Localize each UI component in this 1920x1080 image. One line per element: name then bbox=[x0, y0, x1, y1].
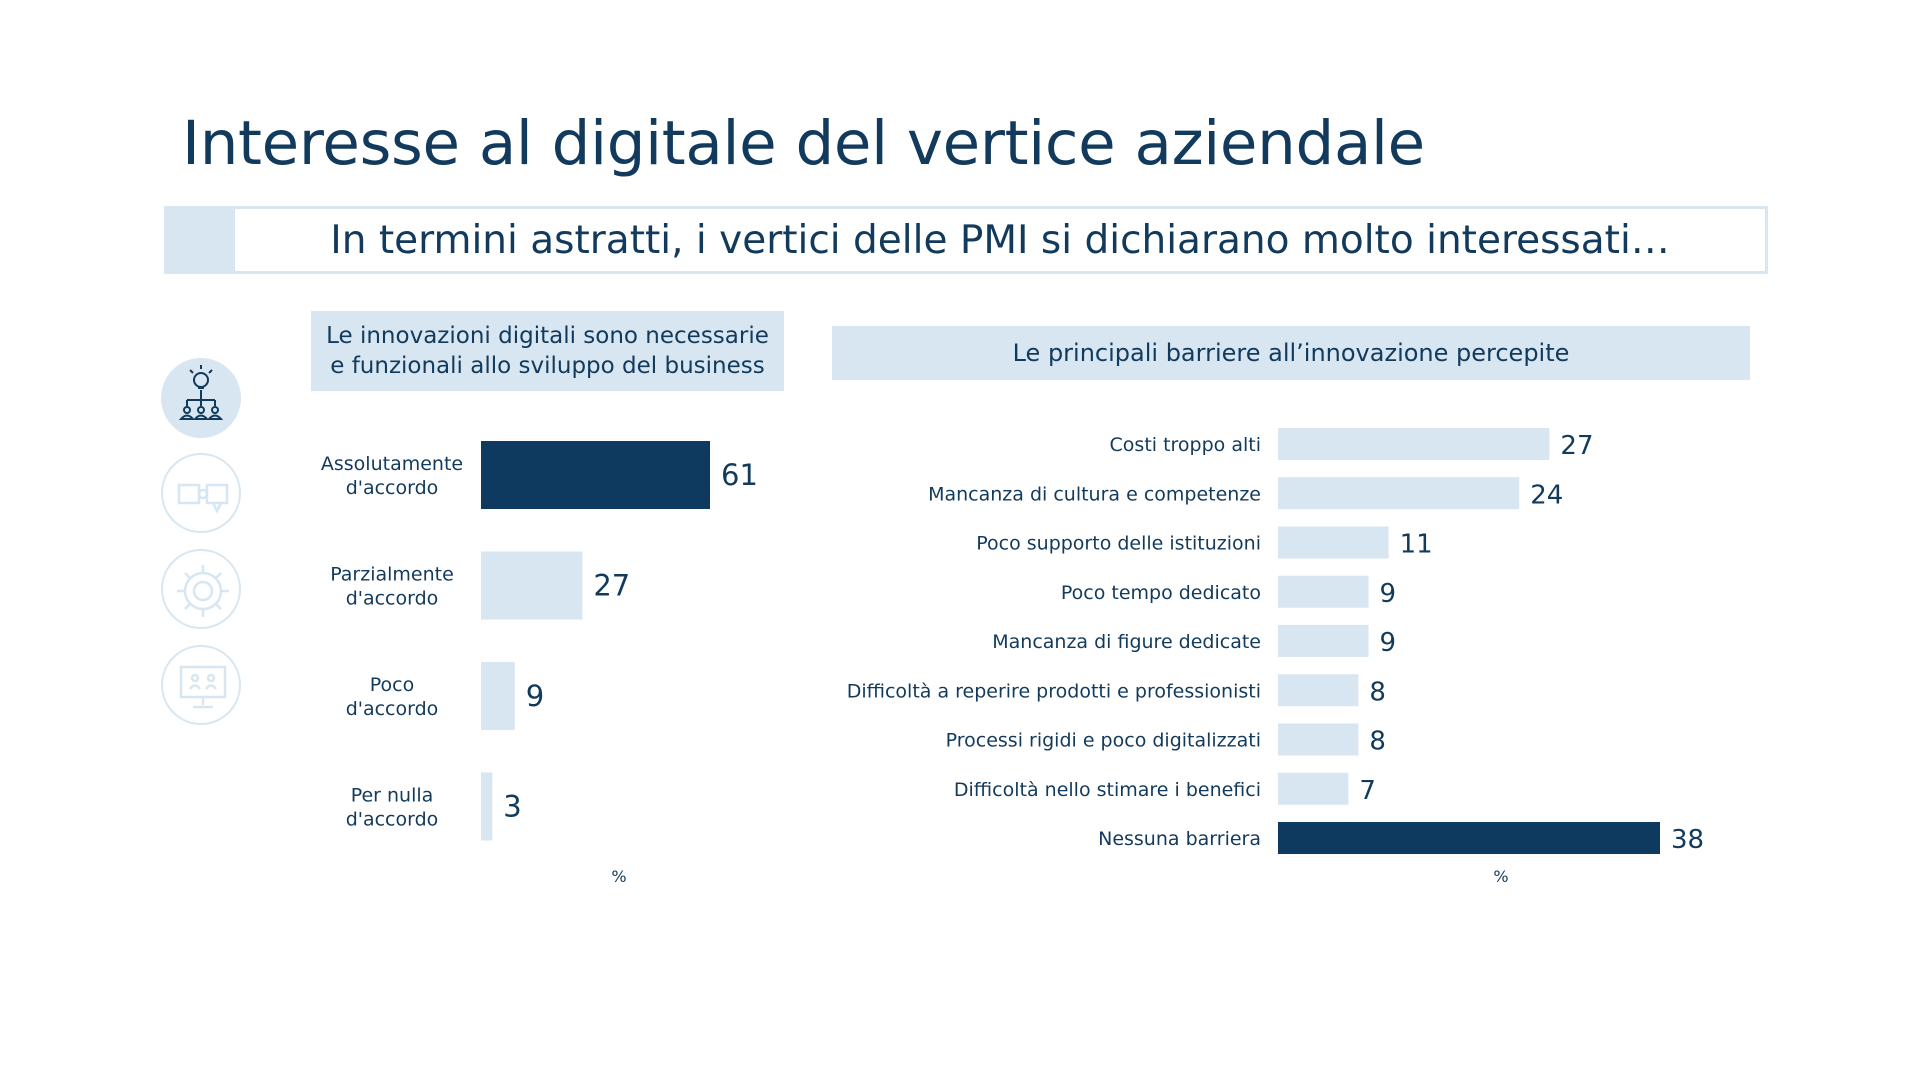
right-chart-title: Le principali barriere all’innovazione p… bbox=[1012, 339, 1570, 367]
gear-icon bbox=[161, 549, 241, 629]
right-bar-value-6: 8 bbox=[1369, 677, 1386, 707]
right-bar-1 bbox=[1278, 428, 1550, 460]
right-bar-value-4: 9 bbox=[1379, 579, 1396, 609]
left-category-label-2-line-1: Parzialmente bbox=[330, 564, 454, 586]
left-chart-title-line-2: e funzionali allo sviluppo del business bbox=[330, 353, 765, 379]
banner-text: In termini astratti, i vertici delle PMI… bbox=[330, 217, 1670, 263]
right-category-label-9: Nessuna barriera bbox=[1098, 828, 1261, 850]
left-chart-title-line-1: Le innovazioni digitali sono necessarie bbox=[326, 323, 769, 349]
right-bar-3 bbox=[1278, 526, 1389, 559]
right-category-label-6: Difficoltà a reperire prodotti e profess… bbox=[847, 680, 1261, 702]
left-category-label-3-line-2: d'accordo bbox=[346, 698, 439, 720]
monitor-team-icon bbox=[161, 645, 241, 725]
left-chart-header: Le innovazioni digitali sono necessarie … bbox=[311, 311, 784, 391]
left-bar-4 bbox=[481, 772, 493, 841]
right-bar-value-5: 9 bbox=[1379, 628, 1396, 658]
right-bar-value-9: 38 bbox=[1671, 825, 1704, 855]
banner-accent bbox=[167, 209, 235, 271]
right-bar-8 bbox=[1278, 772, 1349, 805]
right-chart-header: Le principali barriere all’innovazione p… bbox=[832, 326, 1750, 380]
page-title: Interesse al digitale del vertice aziend… bbox=[182, 108, 1425, 179]
right-category-label-8: Difficoltà nello stimare i benefici bbox=[954, 779, 1261, 801]
left-bar-value-4: 3 bbox=[503, 790, 521, 824]
left-category-label-1-line-1: Assolutamente bbox=[321, 453, 463, 475]
left-category-label-3-line-1: Poco bbox=[370, 674, 414, 696]
right-bar-value-8: 7 bbox=[1359, 776, 1376, 806]
left-category-label-4-line-1: Per nulla bbox=[351, 785, 434, 807]
right-bar-value-2: 24 bbox=[1530, 480, 1563, 510]
right-category-label-5: Mancanza di figure dedicate bbox=[992, 631, 1261, 653]
right-category-label-1: Costi troppo alti bbox=[1110, 434, 1261, 456]
right-bar-2 bbox=[1278, 477, 1520, 510]
right-bar-4 bbox=[1278, 575, 1369, 608]
right-category-label-7: Processi rigidi e poco digitalizzati bbox=[946, 730, 1261, 752]
puzzle-icon bbox=[161, 453, 241, 533]
left-bar-2 bbox=[481, 551, 583, 620]
left-bar-value-3: 9 bbox=[526, 679, 544, 713]
right-category-label-2: Mancanza di cultura e competenze bbox=[928, 483, 1261, 505]
subtitle-banner: In termini astratti, i vertici delle PMI… bbox=[164, 206, 1768, 274]
right-bar-value-7: 8 bbox=[1369, 727, 1386, 757]
left-category-label-1-line-2: d'accordo bbox=[346, 477, 439, 499]
right-unit-label: % bbox=[1493, 867, 1508, 886]
right-bar-9 bbox=[1278, 822, 1660, 854]
org-chart-icon bbox=[161, 358, 241, 438]
left-category-label-4-line-2: d'accordo bbox=[346, 809, 439, 831]
right-bar-value-3: 11 bbox=[1400, 530, 1433, 560]
left-category-label-2-line-2: d'accordo bbox=[346, 588, 439, 610]
right-category-label-4: Poco tempo dedicato bbox=[1061, 582, 1261, 604]
left-bar-value-2: 27 bbox=[593, 569, 630, 603]
right-bar-6 bbox=[1278, 674, 1359, 707]
left-bar-3 bbox=[481, 662, 515, 730]
right-bar-value-1: 27 bbox=[1560, 431, 1593, 461]
right-bar-5 bbox=[1278, 625, 1369, 657]
left-bar-value-1: 61 bbox=[721, 458, 758, 492]
left-bar-1 bbox=[481, 441, 710, 509]
left-unit-label: % bbox=[611, 867, 626, 886]
right-bar-7 bbox=[1278, 723, 1359, 756]
right-category-label-3: Poco supporto delle istituzioni bbox=[976, 533, 1261, 555]
